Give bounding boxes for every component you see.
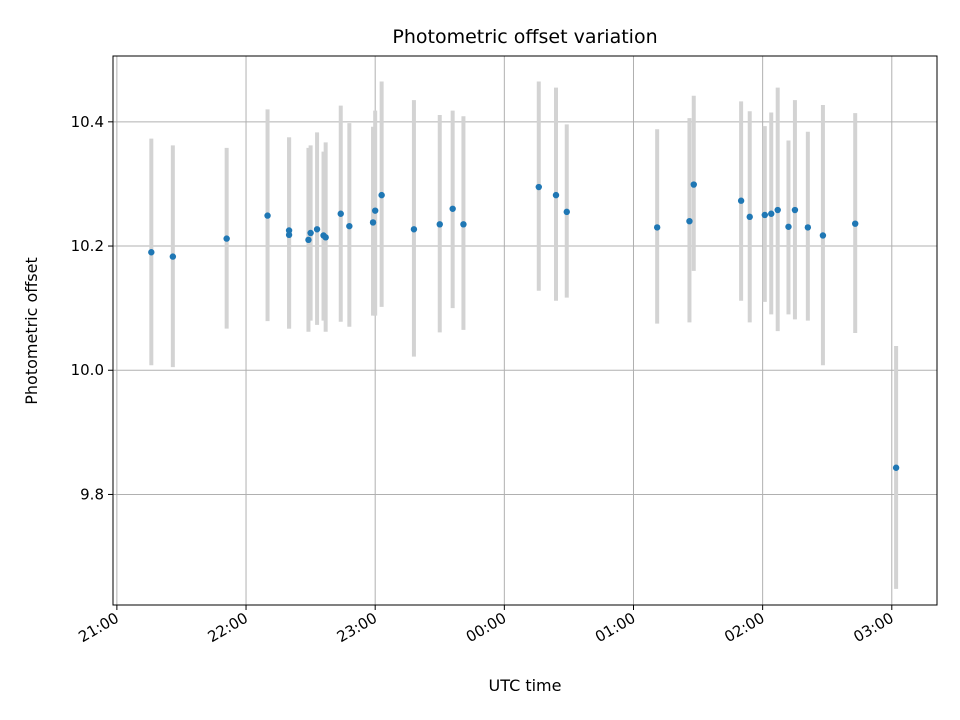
data-point bbox=[460, 221, 467, 228]
y-tick-label: 10.0 bbox=[71, 361, 104, 379]
data-point bbox=[690, 181, 697, 188]
x-axis-label: UTC time bbox=[489, 676, 562, 695]
data-point bbox=[410, 226, 418, 233]
y-tick-label: 10.2 bbox=[71, 237, 104, 255]
data-point bbox=[313, 226, 321, 233]
chart-title: Photometric offset variation bbox=[392, 26, 657, 48]
data-point bbox=[346, 222, 353, 230]
data-point bbox=[535, 183, 542, 191]
data-point bbox=[371, 207, 379, 214]
data-point bbox=[653, 224, 661, 231]
data-point bbox=[322, 234, 329, 241]
data-points bbox=[148, 181, 900, 471]
y-axis-ticks: 9.8 10.0 10.2 10.4 bbox=[71, 113, 113, 503]
data-point bbox=[768, 210, 775, 217]
data-point bbox=[785, 223, 792, 230]
data-point bbox=[436, 221, 443, 228]
data-point bbox=[686, 217, 693, 225]
plot-frame bbox=[112, 55, 938, 606]
data-point bbox=[892, 464, 900, 471]
y-tick-label: 10.4 bbox=[71, 113, 104, 131]
data-point bbox=[449, 205, 456, 212]
y-axis-label: Photometric offset bbox=[22, 257, 41, 405]
data-point bbox=[774, 206, 781, 214]
data-point bbox=[307, 229, 314, 237]
data-point bbox=[791, 206, 799, 214]
data-point bbox=[223, 235, 230, 242]
data-point bbox=[369, 219, 377, 226]
data-point bbox=[285, 231, 293, 239]
data-point bbox=[563, 208, 570, 216]
data-point bbox=[148, 249, 155, 256]
data-point bbox=[804, 224, 812, 231]
data-point bbox=[305, 236, 312, 244]
data-point bbox=[552, 191, 560, 199]
data-point bbox=[378, 191, 385, 199]
data-point bbox=[264, 212, 271, 219]
data-point bbox=[337, 210, 344, 217]
data-point bbox=[852, 220, 859, 227]
data-point bbox=[819, 232, 827, 239]
y-tick-label: 9.8 bbox=[80, 485, 104, 503]
data-point bbox=[746, 213, 753, 221]
data-point bbox=[169, 253, 177, 260]
data-point bbox=[737, 197, 745, 204]
data-point bbox=[761, 211, 768, 219]
